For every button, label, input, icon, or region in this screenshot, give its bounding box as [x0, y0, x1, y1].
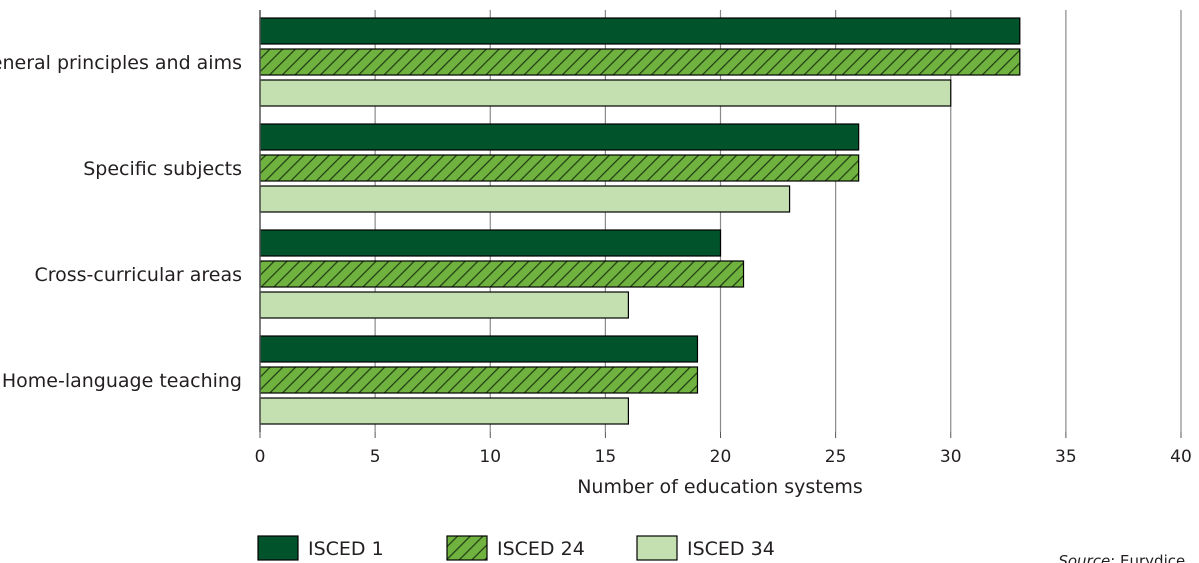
category-label: Specific subjects [83, 158, 242, 180]
x-tick-label: 40 [1170, 447, 1192, 467]
bar-isced-34 [259, 79, 952, 107]
source-label: Source [1058, 552, 1110, 563]
x-axis: 0 5 10 15 20 25 30 35 40 [255, 10, 1192, 467]
legend-label: ISCED 24 [497, 538, 585, 560]
legend: ISCED 1 ISCED 24 ISCED 34 [257, 535, 775, 561]
bar-isced-24 [259, 366, 699, 394]
category-label: Cross-curricular areas [34, 264, 242, 286]
bar-isced-1 [259, 335, 699, 363]
source-text: : Eurydice. [1110, 552, 1190, 563]
x-tick-label: 0 [255, 447, 266, 467]
category-label: Home-language teaching [2, 370, 242, 392]
legend-label: ISCED 1 [308, 538, 384, 560]
source-note: Source: Eurydice. [1058, 552, 1190, 563]
legend-swatch [636, 535, 678, 561]
x-tick-label: 35 [1055, 447, 1077, 467]
bar-isced-1 [259, 17, 1021, 45]
bar-isced-1 [259, 123, 860, 151]
legend-swatch [257, 535, 299, 561]
category-labels: General principles and aims Specific subj… [0, 52, 242, 392]
x-tick-label: 10 [479, 447, 501, 467]
category-label: General principles and aims [0, 52, 242, 74]
bar-isced-24 [259, 48, 1021, 76]
bar-isced-1 [259, 229, 722, 257]
bars [259, 17, 1021, 425]
legend-swatch [446, 535, 488, 561]
bar-isced-34 [259, 185, 791, 213]
bar-isced-24 [259, 154, 860, 182]
bar-isced-34 [259, 397, 629, 425]
x-tick-label: 30 [940, 447, 962, 467]
bar-isced-34 [259, 291, 629, 319]
x-tick-label: 25 [825, 447, 847, 467]
x-tick-label: 15 [595, 447, 617, 467]
bar-isced-24 [259, 260, 745, 288]
x-axis-title: Number of education systems [577, 476, 863, 498]
legend-label: ISCED 34 [687, 538, 775, 560]
x-tick-label: 5 [370, 447, 381, 467]
x-tick-label: 20 [710, 447, 732, 467]
